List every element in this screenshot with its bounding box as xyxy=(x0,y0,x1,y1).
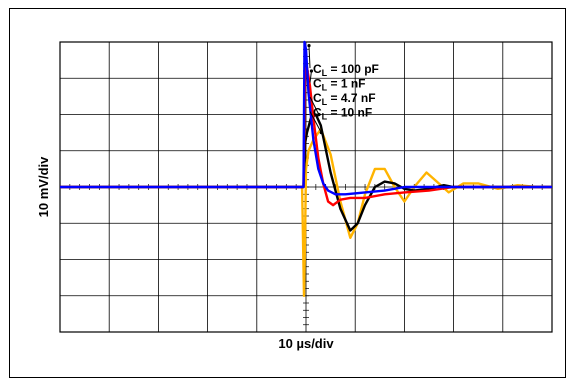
legend-leader xyxy=(309,96,320,115)
legend-leader xyxy=(309,111,322,133)
x-axis-label: 10 µs/div xyxy=(278,336,334,351)
chart-frame: CL = 100 pF CL = 1 nF CL = 4.7 nF CL = 10 n… xyxy=(9,8,566,378)
traces xyxy=(60,40,552,297)
legend-leader-head xyxy=(319,131,323,135)
legend-label: CL = 4.7 nF xyxy=(313,91,376,107)
legend-label: CL = 100 pF xyxy=(313,62,379,78)
series-line-0 xyxy=(60,40,552,196)
legend-leader-head xyxy=(307,44,311,48)
legend-leader-head xyxy=(309,69,314,73)
legend-leader xyxy=(309,70,312,83)
legend-label: CL = 1 nF xyxy=(313,77,366,93)
legend-leader-head xyxy=(317,112,321,117)
legend-leader xyxy=(308,45,311,69)
legend-arrows xyxy=(307,44,323,135)
y-axis-label: 10 mV/div xyxy=(36,156,51,217)
legend-label: CL = 10 nF xyxy=(313,106,372,122)
